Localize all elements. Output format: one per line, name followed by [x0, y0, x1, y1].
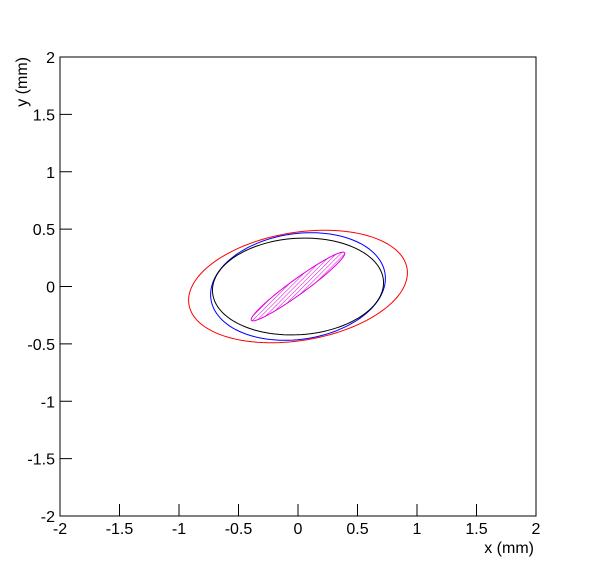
y-tick-label: 1.5: [33, 107, 55, 124]
ellipse: [210, 232, 386, 341]
y-axis-label: y (mm): [14, 57, 31, 107]
x-tick-label: -0.5: [225, 521, 253, 538]
x-tick-label: -1: [172, 521, 186, 538]
x-axis-label: x (mm): [484, 540, 534, 557]
ellipse: [211, 237, 385, 336]
ellipse: [188, 229, 408, 344]
y-tick-label: 2: [46, 50, 55, 67]
x-tick-label: 0.5: [346, 521, 368, 538]
y-tick-label: 0.5: [33, 222, 55, 239]
y-tick-label: -2: [41, 509, 55, 526]
y-tick-label: 0: [46, 280, 55, 297]
x-tick-label: -2: [53, 521, 67, 538]
y-tick-label: -1.5: [27, 452, 55, 469]
y-tick-label: -1: [41, 394, 55, 411]
x-tick-label: 1: [413, 521, 422, 538]
ellipse: [250, 251, 346, 322]
x-tick-label: 1.5: [465, 521, 487, 538]
x-tick-label: 0: [294, 521, 303, 538]
y-tick-label: -0.5: [27, 337, 55, 354]
x-tick-label: 2: [532, 521, 541, 538]
y-tick-label: 1: [46, 165, 55, 182]
x-tick-label: -1.5: [106, 521, 134, 538]
